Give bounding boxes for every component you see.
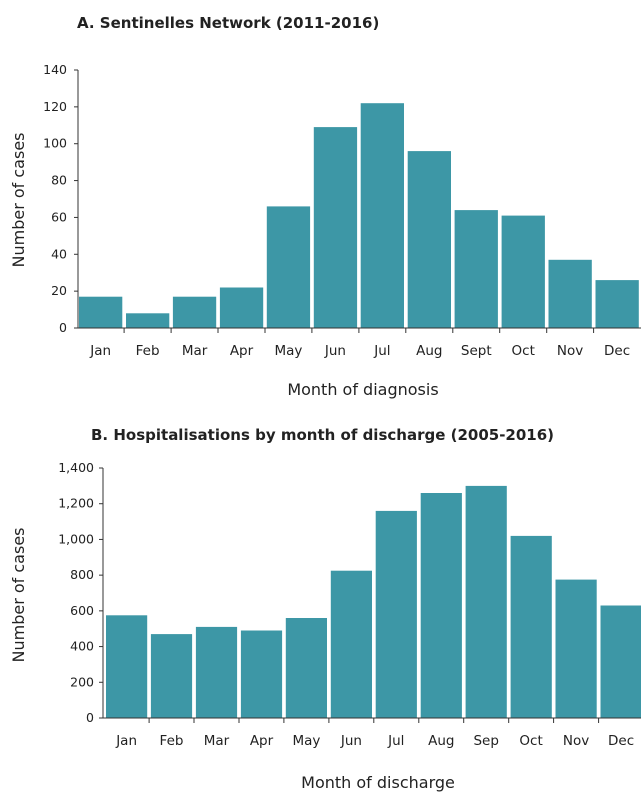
chart-b-y-tick-label: 400 — [70, 639, 94, 654]
chart-a-bar-nov — [548, 259, 592, 328]
chart-a-y-tick-label: 0 — [59, 320, 67, 335]
chart-b-y-tick-label: 800 — [70, 567, 94, 582]
chart-a-x-tick-label: Jul — [373, 343, 390, 359]
chart-a-x-axis-label: Month of diagnosis — [287, 380, 438, 399]
chart-b-bar-mar — [195, 626, 238, 718]
chart-b-x-tick-label: Feb — [160, 733, 184, 749]
chart-b-bar-may — [285, 618, 327, 718]
chart-b: B. Hospitalisations by month of discharg… — [9, 426, 641, 792]
chart-a-bar-aug — [407, 151, 451, 328]
chart-b-y-axis-label: Number of cases — [9, 528, 28, 663]
chart-b-bar-jun — [330, 570, 372, 718]
chart-a-y-tick-label: 80 — [51, 173, 67, 188]
chart-a-bar-feb — [126, 313, 170, 328]
chart-a-y-tick-label: 40 — [51, 246, 67, 261]
chart-b-x-tick-label: Sep — [473, 733, 498, 749]
chart-b-x-tick-label: Jul — [387, 733, 404, 749]
chart-b-x-tick-label: Jun — [340, 733, 362, 749]
chart-b-bar-jul — [375, 510, 417, 718]
chart-b-x-tick-label: Aug — [428, 733, 454, 749]
chart-a-bar-jun — [313, 127, 358, 328]
chart-b-bar-jan — [106, 615, 148, 718]
chart-a-bar-apr — [219, 287, 264, 328]
chart-a-y-tick-label: 60 — [51, 209, 67, 224]
chart-a-y-tick-label: 140 — [43, 62, 67, 77]
chart-b-y-tick-label: 200 — [70, 674, 94, 689]
chart-b-x-axis-label: Month of discharge — [301, 773, 455, 792]
chart-b-bar-apr — [240, 630, 283, 718]
chart-a-x-tick-label: Dec — [604, 343, 630, 359]
chart-a-bar-oct — [501, 215, 545, 328]
chart-b-y-tick-label: 0 — [86, 710, 94, 725]
chart-a-x-tick-label: Mar — [182, 343, 208, 359]
chart-a: A. Sentinelles Network (2011-2016) Numbe… — [9, 14, 641, 399]
chart-a-y-tick-label: 100 — [43, 136, 67, 151]
chart-a-y-tick-label: 20 — [51, 283, 67, 298]
chart-a-x-tick-label: Nov — [557, 343, 583, 359]
chart-a-bar-may — [266, 206, 311, 328]
chart-b-x-tick-label: Dec — [608, 733, 634, 749]
chart-b-x-tick-label: Nov — [563, 733, 589, 749]
chart-a-bar-sept — [454, 210, 498, 328]
chart-a-x-tick-label: Jun — [324, 343, 346, 359]
chart-b-bar-dec — [600, 605, 641, 718]
chart-b-x-tick-label: Jan — [115, 733, 137, 749]
chart-b-y-tick-label: 1,400 — [58, 460, 94, 475]
chart-b-y-tick-label: 1,000 — [58, 531, 94, 546]
chart-b-bar-nov — [555, 579, 597, 718]
chart-a-bar-mar — [172, 296, 217, 328]
chart-a-x-tick-label: May — [274, 343, 302, 359]
chart-a-x-tick-label: Feb — [136, 343, 160, 359]
chart-a-x-tick-label: Jan — [89, 343, 111, 359]
chart-b-x-tick-label: Mar — [204, 733, 230, 749]
chart-a-y-axis-label: Number of cases — [9, 133, 28, 268]
chart-b-y-tick-label: 600 — [70, 603, 94, 618]
chart-a-bar-jan — [79, 296, 123, 328]
chart-a-bar-dec — [595, 280, 639, 328]
chart-a-x-tick-label: Oct — [512, 343, 535, 359]
chart-a-x-tick-label: Aug — [416, 343, 442, 359]
chart-b-bar-oct — [510, 535, 552, 718]
chart-a-y-tick-label: 120 — [43, 99, 67, 114]
chart-a-x-tick-label: Apr — [230, 343, 254, 359]
chart-a-x-tick-label: Sept — [461, 343, 492, 359]
chart-b-bar-sep — [465, 485, 507, 718]
chart-b-title: B. Hospitalisations by month of discharg… — [91, 426, 554, 444]
chart-b-x-tick-label: Apr — [250, 733, 274, 749]
chart-b-x-tick-label: Oct — [519, 733, 542, 749]
chart-b-y-tick-label: 1,200 — [58, 496, 94, 511]
chart-b-bar-feb — [150, 634, 193, 718]
chart-a-title: A. Sentinelles Network (2011-2016) — [77, 14, 379, 32]
chart-b-x-tick-label: May — [292, 733, 320, 749]
chart-a-bar-jul — [360, 103, 404, 328]
chart-b-bar-aug — [420, 493, 462, 718]
